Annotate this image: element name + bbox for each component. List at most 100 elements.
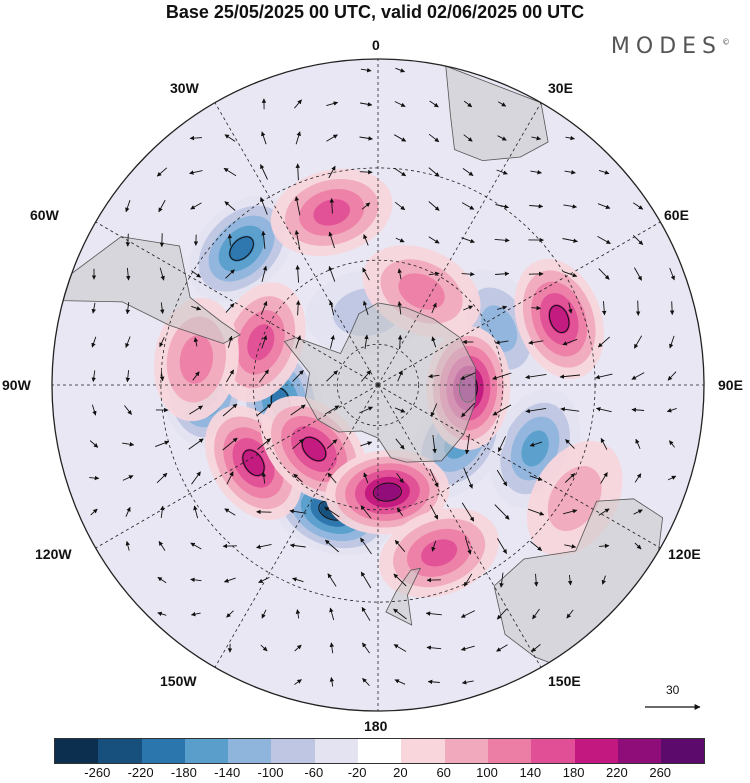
colorbar-swatch — [487, 739, 532, 763]
wind-vector — [329, 334, 335, 349]
lon-label-180: 180 — [364, 718, 388, 734]
wind-vector — [463, 573, 473, 587]
wind-vector — [327, 472, 337, 484]
landmass — [62, 236, 241, 344]
wind-vector — [295, 163, 301, 181]
wind-vector — [260, 300, 268, 315]
wind-vector — [89, 475, 100, 481]
wind-vector — [461, 402, 475, 418]
wind-vector — [428, 201, 440, 211]
wind-vector — [189, 170, 203, 175]
wind-vector — [292, 370, 304, 382]
wind-vector — [159, 337, 165, 348]
wind-vector — [292, 577, 304, 583]
wind-vector — [91, 302, 96, 314]
wind-vector — [324, 506, 340, 518]
wind-vector — [295, 131, 301, 145]
colorbar-swatch — [617, 739, 662, 763]
wind-vector — [463, 134, 473, 142]
colorbar-tick-label: 60 — [436, 765, 451, 780]
wind-vector — [598, 169, 610, 175]
wind-vector — [90, 508, 98, 516]
wind-vector — [494, 504, 510, 520]
colorbar-swatch — [531, 739, 575, 763]
wind-vector — [363, 234, 369, 246]
wind-vector — [226, 471, 234, 485]
wind-vector — [259, 369, 269, 383]
wind-vector — [294, 229, 301, 250]
colorbar-tick-label: -260 — [84, 765, 111, 780]
wind-vector — [562, 338, 578, 346]
wind-vector — [635, 300, 641, 316]
wind-vector — [495, 340, 509, 345]
wind-vector — [431, 540, 437, 552]
meridian-line — [377, 384, 661, 549]
wind-vector — [361, 606, 371, 621]
wind-vector — [91, 336, 97, 348]
wind-vector — [362, 677, 370, 687]
wind-vector — [428, 167, 440, 177]
wind-vector — [360, 505, 372, 519]
wind-vector — [364, 334, 369, 350]
wind-vector — [595, 406, 612, 413]
wind-vector — [91, 404, 97, 416]
wind-vector — [600, 437, 608, 450]
colorbar-tick-label: 220 — [606, 765, 628, 780]
wind-vector — [492, 404, 512, 416]
wind-vector — [324, 539, 339, 553]
wind-vector — [328, 165, 336, 179]
wind-vector — [393, 573, 407, 587]
wind-vector — [125, 370, 131, 383]
colorbar-swatch — [358, 739, 402, 763]
anomaly-center — [514, 258, 605, 380]
anomaly-contour — [374, 483, 401, 501]
meridian-line — [377, 384, 542, 668]
wind-vector — [669, 301, 675, 316]
colorbar-tick-label: -100 — [257, 765, 284, 780]
wind-vector — [597, 336, 611, 348]
wind-vector — [632, 202, 644, 210]
wind-vector — [159, 371, 165, 382]
anomaly-contour — [521, 430, 549, 467]
wind-vector — [497, 538, 507, 554]
wind-vector — [363, 472, 369, 484]
wind-vector — [261, 472, 267, 484]
wind-vector — [362, 300, 369, 316]
wind-vector — [260, 164, 268, 180]
wind-vector — [601, 301, 607, 316]
wind-vector — [289, 543, 306, 548]
wind-vector — [533, 573, 539, 587]
wind-vector — [359, 136, 373, 141]
wind-vector — [394, 679, 406, 685]
wind-vector — [429, 468, 439, 488]
anomaly-contour-line — [372, 482, 402, 502]
wind-vector — [294, 644, 302, 652]
wind-vector — [525, 407, 547, 414]
wind-vector — [324, 405, 340, 415]
wind-vector — [295, 300, 301, 316]
wind-vector — [329, 198, 335, 214]
wind-vector — [669, 335, 675, 349]
wind-vector — [160, 505, 165, 518]
wind-vector — [222, 437, 238, 451]
meridian-line — [95, 384, 379, 549]
wind-vector — [193, 505, 199, 519]
colorbar-ticks: -260 -220 -180 -140 -100 -60 -20 20 60 100 140 180 2… — [0, 765, 750, 783]
wind-vector — [565, 135, 575, 141]
wind-vector — [428, 236, 440, 244]
wind-vector — [227, 335, 233, 348]
brand-logo: MODES© — [610, 34, 730, 59]
colorbar-swatch — [661, 739, 705, 763]
wind-vector — [595, 373, 613, 380]
wind-vector — [531, 135, 542, 141]
colorbar-swatch — [55, 739, 99, 763]
wind-vector — [125, 233, 131, 247]
wind-vector — [261, 609, 267, 619]
wind-vector — [122, 475, 134, 481]
lon-label-0: 0 — [372, 37, 380, 53]
wind-vector — [531, 644, 541, 652]
wind-vector — [159, 302, 165, 315]
wind-vector — [329, 300, 335, 316]
wind-vector — [495, 271, 510, 277]
